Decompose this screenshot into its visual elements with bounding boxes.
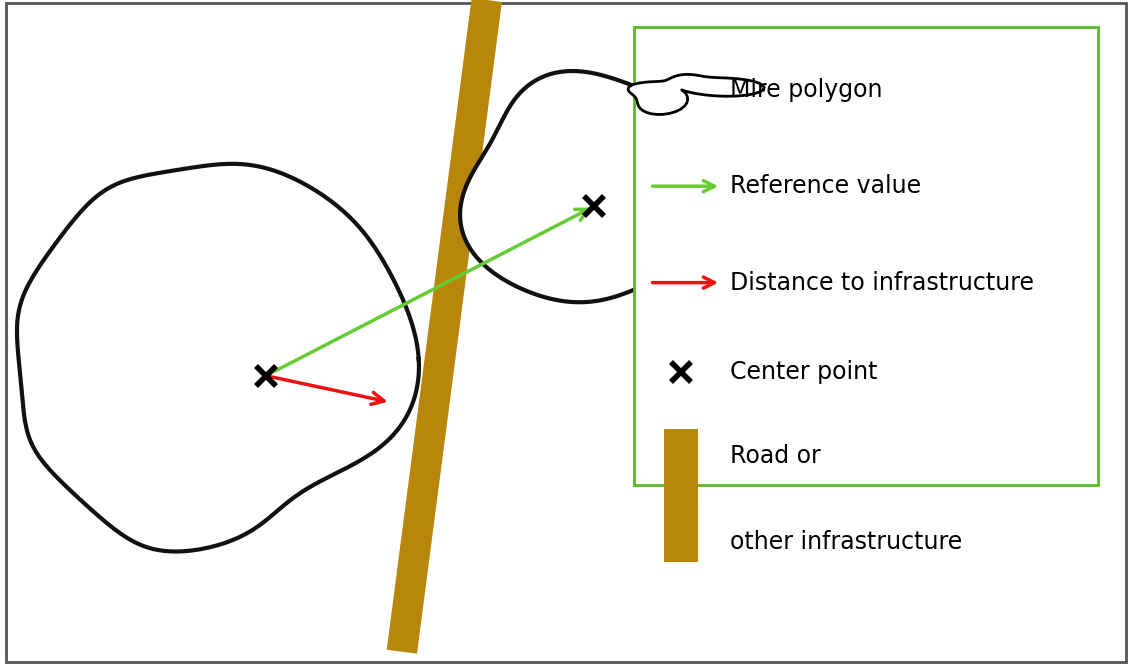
Polygon shape [460,71,717,302]
Text: Center point: Center point [730,360,877,384]
Bar [634,27,1098,485]
Text: other infrastructure: other infrastructure [730,530,962,554]
Polygon shape [628,74,764,114]
Bar [664,429,698,562]
Text: Mire polygon: Mire polygon [730,78,883,102]
Polygon shape [17,164,419,551]
Text: Road or: Road or [730,444,821,467]
Text: Reference value: Reference value [730,174,921,198]
Text: Distance to infrastructure: Distance to infrastructure [730,271,1035,295]
